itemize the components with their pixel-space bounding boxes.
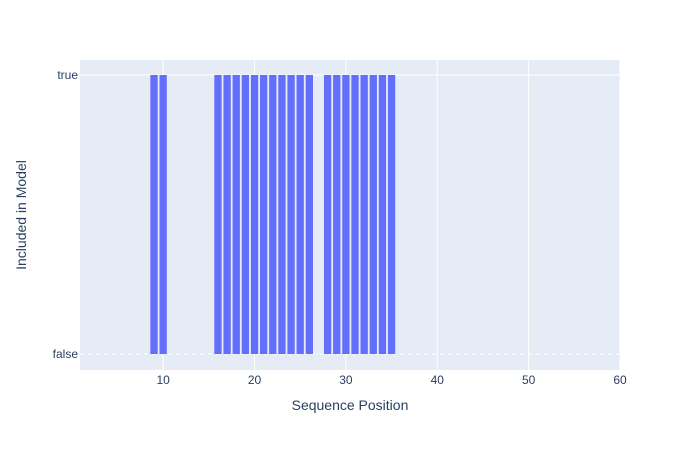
- y-tick-labels: true false: [53, 68, 79, 361]
- bar: [159, 75, 167, 354]
- x-tick-label: 20: [248, 373, 262, 387]
- x-tick-label: 60: [613, 373, 627, 387]
- plot-background: [80, 60, 620, 370]
- bar: [287, 75, 295, 354]
- bar: [351, 75, 359, 354]
- x-axis-title: Sequence Position: [292, 397, 409, 413]
- bar: [260, 75, 268, 354]
- bar: [269, 75, 277, 354]
- y-tick-label: false: [53, 347, 79, 361]
- x-tick-label: 40: [431, 373, 445, 387]
- bar: [360, 75, 368, 354]
- bar: [369, 75, 377, 354]
- bar: [333, 75, 341, 354]
- bar: [150, 75, 158, 354]
- bar: [378, 75, 387, 354]
- bar: [232, 75, 240, 354]
- x-tick-label: 50: [522, 373, 536, 387]
- bar: [250, 75, 259, 354]
- bar: [387, 75, 396, 354]
- y-tick-label: true: [57, 68, 78, 82]
- bar: [241, 75, 250, 354]
- bar: [342, 75, 350, 354]
- bar: [214, 75, 222, 354]
- y-axis-title: Included in Model: [13, 160, 29, 270]
- x-tick-label: 10: [156, 373, 170, 387]
- bar: [305, 75, 313, 354]
- bars: [150, 75, 396, 354]
- bar: [278, 75, 286, 354]
- bar: [296, 75, 304, 354]
- bar: [223, 75, 231, 354]
- bar: [323, 75, 332, 354]
- x-tick-label: 30: [339, 373, 353, 387]
- x-tick-labels: 10 20 30 40 50 60: [156, 373, 627, 387]
